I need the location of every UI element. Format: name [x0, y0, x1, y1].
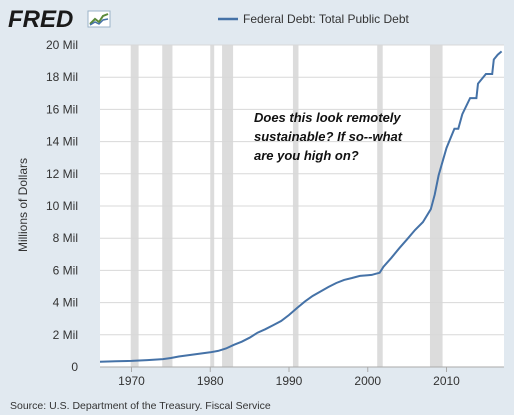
y-tick-label: 6 Mil: [53, 263, 78, 277]
y-axis-label: Millions of Dollars: [16, 158, 30, 252]
y-tick-label: 10 Mil: [46, 199, 78, 213]
x-tick-label: 2000: [354, 374, 381, 388]
x-tick-label: 1990: [276, 374, 303, 388]
annotation-line-2: sustainable? If so--what: [254, 129, 403, 144]
source-note: Source: U.S. Department of the Treasury.…: [10, 400, 271, 412]
annotation-line-3: are you high on?: [254, 148, 359, 163]
annotation-line-1: Does this look remotely: [254, 110, 401, 125]
y-tick-label: 0: [71, 360, 78, 374]
gridlines: [100, 44, 504, 336]
y-tick-label: 16 Mil: [46, 102, 78, 116]
y-tick-label: 20 Mil: [46, 38, 78, 52]
y-tick-label: 2 Mil: [53, 328, 78, 342]
fred-logo[interactable]: FRED: [8, 6, 111, 33]
x-tick-label: 2010: [433, 374, 460, 388]
legend: Federal Debt: Total Public Debt: [218, 12, 410, 26]
y-tick-label: 14 Mil: [46, 135, 78, 149]
fred-logo-chart-icon: [87, 10, 111, 28]
y-axis-ticks: 0 2 Mil 4 Mil 6 Mil 8 Mil 10 Mil 12 Mil 14 Mil 1…: [46, 38, 78, 374]
series-line-federal-debt: [99, 50, 503, 363]
fred-logo-text: FRED: [8, 6, 73, 33]
y-tick-label: 12 Mil: [46, 167, 78, 181]
y-tick-label: 18 Mil: [46, 70, 78, 84]
legend-label: Federal Debt: Total Public Debt: [243, 12, 410, 26]
y-tick-label: 8 Mil: [53, 231, 78, 245]
y-tick-label: 4 Mil: [53, 296, 78, 310]
x-tick-label: 1980: [197, 374, 224, 388]
annotation: Does this look remotely sustainable? If …: [254, 110, 403, 163]
x-tick-label: 1970: [118, 374, 145, 388]
x-axis-ticks: 1970 1980 1990 2000 2010: [118, 367, 460, 388]
